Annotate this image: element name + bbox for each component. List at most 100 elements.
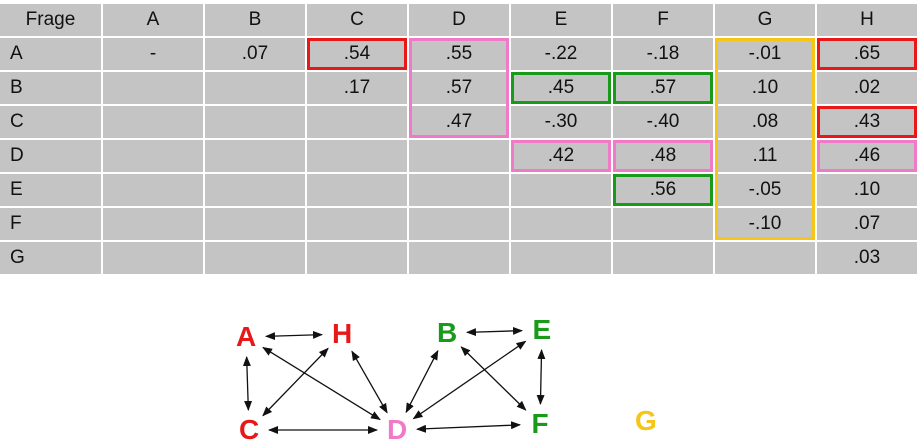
edge-b-e <box>465 326 524 337</box>
table-cell <box>103 72 203 104</box>
table-cell: .42 <box>511 140 611 172</box>
table-cell <box>409 208 509 240</box>
column-header-e: E <box>511 4 611 36</box>
table-cell: -.05 <box>715 174 815 206</box>
row-header-g: G <box>0 242 101 274</box>
table-cell <box>307 242 407 274</box>
column-header-g: G <box>715 4 815 36</box>
highlight-box-pink <box>511 140 611 172</box>
table-cell <box>511 174 611 206</box>
table-cell <box>103 140 203 172</box>
table-cell: -.40 <box>613 106 713 138</box>
node-c: C <box>239 414 260 445</box>
table-cell <box>307 208 407 240</box>
table-cell: .47 <box>409 106 509 138</box>
table-cell <box>613 208 713 240</box>
table-cell: .10 <box>817 174 917 206</box>
table-cell: - <box>103 38 203 70</box>
edge-h-d <box>351 350 388 414</box>
column-header-c: C <box>307 4 407 36</box>
table-cell: .57 <box>613 72 713 104</box>
table-cell: .45 <box>511 72 611 104</box>
highlight-box-red <box>817 38 917 70</box>
highlight-box-red <box>817 106 917 138</box>
column-header-d: D <box>409 4 509 36</box>
column-header-b: B <box>205 4 305 36</box>
table-cell: .10 <box>715 72 815 104</box>
table-cell <box>613 242 713 274</box>
node-g: G <box>635 405 657 436</box>
table-cell <box>715 242 815 274</box>
graph-edges <box>242 326 546 434</box>
node-f: F <box>531 408 549 439</box>
edge-a-d <box>262 346 381 421</box>
table-cell <box>205 106 305 138</box>
table-cell: .07 <box>205 38 305 70</box>
table-cell: .56 <box>613 174 713 206</box>
edge-h-c <box>262 347 329 417</box>
table-cell <box>511 208 611 240</box>
table-cell: .54 <box>307 38 407 70</box>
row-header-f: F <box>0 208 101 240</box>
table-cell <box>307 140 407 172</box>
node-b: B <box>437 317 458 348</box>
edge-d-f <box>415 421 522 433</box>
edge-e-f <box>536 348 546 406</box>
row-header-a: A <box>0 38 101 70</box>
table-cell: .57 <box>409 72 509 104</box>
edge-a-c <box>242 355 253 412</box>
table-cell: -.18 <box>613 38 713 70</box>
table-cell: -.30 <box>511 106 611 138</box>
table-cell <box>205 72 305 104</box>
table-cell: .17 <box>307 72 407 104</box>
highlight-box-red <box>307 38 407 70</box>
edge-a-h <box>264 330 324 341</box>
table-cell: .08 <box>715 106 815 138</box>
table-cell <box>205 208 305 240</box>
table-cell <box>205 140 305 172</box>
table-cell <box>103 106 203 138</box>
table-cell: -.10 <box>715 208 815 240</box>
table-cell: .48 <box>613 140 713 172</box>
edge-e-d <box>412 340 527 420</box>
column-header-a: A <box>103 4 203 36</box>
highlight-box-pink <box>817 140 917 172</box>
table-corner-header: Frage <box>0 4 101 36</box>
table-cell: .65 <box>817 38 917 70</box>
table-cell: .55 <box>409 38 509 70</box>
node-e: E <box>532 314 552 345</box>
highlight-box-pink <box>613 140 713 172</box>
column-header-h: H <box>817 4 917 36</box>
table-cell: .11 <box>715 140 815 172</box>
table-cell <box>205 242 305 274</box>
correlation-table: Frage A B C D E F G H A - .07.54.55 -.22 -.18 -.01.65 B… <box>0 4 917 274</box>
table-cell <box>103 208 203 240</box>
table-cell: -.01 <box>715 38 815 70</box>
table-cell <box>409 140 509 172</box>
table-cell <box>103 242 203 274</box>
highlight-box-green <box>511 72 611 104</box>
table-cell <box>307 174 407 206</box>
node-a: A <box>236 321 257 352</box>
table-cell <box>205 174 305 206</box>
node-h: H <box>332 318 353 349</box>
cluster-graph: A H C D B E F G <box>0 278 919 444</box>
row-header-e: E <box>0 174 101 206</box>
highlight-box-green <box>613 72 713 104</box>
row-header-b: B <box>0 72 101 104</box>
table-cell <box>307 106 407 138</box>
column-header-f: F <box>613 4 713 36</box>
table-cell: .03 <box>817 242 917 274</box>
highlight-box-pink <box>409 38 509 138</box>
row-header-d: D <box>0 140 101 172</box>
node-d: D <box>387 414 408 445</box>
table-cell <box>409 174 509 206</box>
edge-b-d <box>405 349 439 414</box>
table-cell: -.22 <box>511 38 611 70</box>
table-cell: .43 <box>817 106 917 138</box>
table-cell <box>511 242 611 274</box>
table-cell: .46 <box>817 140 917 172</box>
table-cell <box>409 242 509 274</box>
table-cell: .02 <box>817 72 917 104</box>
highlight-box-yellow <box>715 38 815 240</box>
